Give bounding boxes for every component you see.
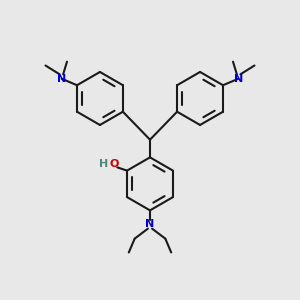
Text: N: N [146,220,154,230]
Text: N: N [234,74,243,84]
Text: H: H [99,159,108,169]
Text: N: N [57,74,66,84]
Text: O: O [109,159,119,169]
